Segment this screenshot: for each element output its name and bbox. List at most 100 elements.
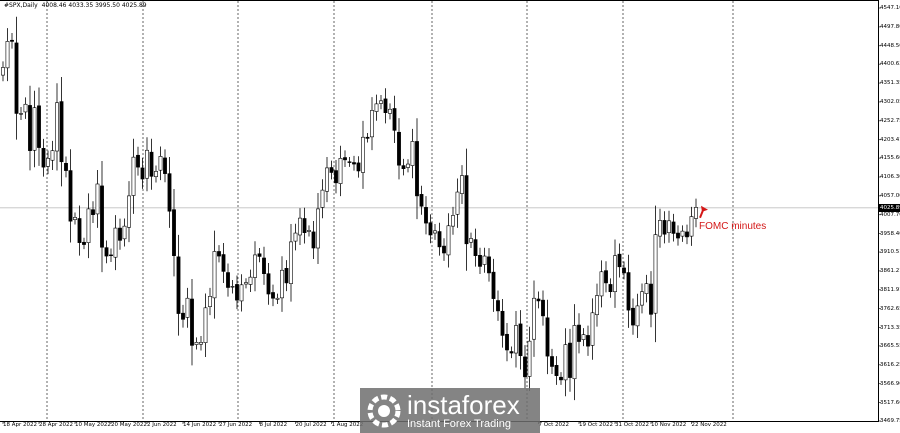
price-tick-label: 3566.96 [880,380,900,387]
bear-candle [91,209,95,215]
bull-candle [316,208,320,249]
bear-candle [442,245,446,254]
bear-candle [104,247,109,257]
price-tick-label: 4547.10 [880,5,900,11]
bear-candle [149,151,154,177]
bull-candle [514,325,518,354]
bull-candle [658,220,662,237]
bull-candle [406,163,410,168]
date-tick-label: 19 Oct 2022 [579,422,614,428]
price-tick-label: 4007.70 [880,211,900,218]
bear-candle [419,194,424,207]
bull-candle [50,150,55,161]
bull-candle [275,297,280,300]
bull-candle [32,107,37,151]
bull-candle [460,175,464,194]
bear-candle [509,351,514,354]
bear-candle [478,254,482,267]
price-tick-label: 3910.51 [880,249,900,256]
bear-candle [64,162,68,171]
bull-candle [154,171,158,178]
bull-candle [370,110,374,138]
price-tick-label: 3665.55 [880,342,900,349]
bull-candle [1,67,5,76]
watermark-brand: instaforex [407,389,520,420]
bull-candle [374,103,379,112]
bull-candle [667,220,671,233]
bear-candle [190,298,194,346]
bear-candle [518,323,523,357]
bull-candle [280,269,284,299]
bear-candle [523,356,527,378]
bear-candle [118,227,122,241]
bear-candle [163,157,167,174]
bear-candle [401,165,406,169]
bull-candle [95,183,100,215]
date-tick-label: 14 Jun 2022 [183,422,217,428]
bear-candle [262,257,266,274]
bull-candle [590,312,595,346]
bear-candle [352,162,356,165]
bull-candle [653,234,658,314]
bear-candle [181,312,185,320]
bull-candle [131,156,136,196]
bear-candle [676,232,680,239]
date-tick-label: 18 Apr 2022 [3,422,38,428]
bear-candle [586,335,590,347]
price-tick-label: 4448.50 [880,42,900,49]
bear-candle [631,307,635,326]
price-tick-label: 4106.30 [880,173,900,180]
watermark-tagline: Instant Forex Trading [407,417,511,430]
bull-candle [446,225,451,256]
bull-candle [158,156,163,171]
bear-candle [140,167,145,180]
bull-candle [361,136,365,173]
bull-candle [451,215,455,227]
bull-candle [145,149,149,179]
bull-candle [86,208,91,243]
bear-candle [284,268,289,284]
bear-candle [604,270,608,284]
bear-candle [167,173,172,212]
price-tick-label: 3762.65 [880,305,900,312]
bull-candle [338,158,343,184]
bear-candle [77,218,82,243]
price-tick-label: 3616.25 [880,361,900,368]
bull-candle [689,216,694,237]
bull-candle [307,230,311,232]
bear-candle [428,222,433,236]
bull-candle [244,282,248,285]
bear-candle [662,220,667,235]
date-tick-label: 22 Nov 2022 [691,422,727,428]
bear-candle [536,298,541,302]
symbol-label: #SPX,Daily [4,2,38,9]
date-tick-label: 31 Oct 2022 [615,422,650,428]
date-tick-label: 8 Jul 2022 [259,422,288,428]
bull-candle [644,283,649,294]
bear-candle [626,272,631,311]
bear-candle [334,170,338,184]
chart-header: #SPX,Daily 4008.46 4033.35 3995.50 4025.8… [4,2,151,9]
price-tick-label: 4400.63 [880,61,900,68]
price-tick-label: 4302.05 [880,98,900,105]
bear-candle [311,231,316,249]
bull-candle [469,238,473,243]
bear-candle [329,167,334,173]
price-tick-label: 4497.80 [880,23,900,30]
bear-candle [82,241,86,245]
bear-candle [383,98,388,113]
bear-candle [545,317,550,357]
date-tick-label: 7 Oct 2022 [538,422,570,428]
bull-candle [532,297,536,340]
bull-candle [239,284,244,302]
bull-candle [5,41,10,69]
bear-candle [685,231,689,238]
bear-candle [302,218,307,233]
price-tick-label: 3811.91 [880,286,900,293]
price-tick-label: 4057.00 [880,192,900,199]
bear-candle [397,131,401,166]
bull-candle [388,108,392,114]
bull-candle [640,291,644,306]
